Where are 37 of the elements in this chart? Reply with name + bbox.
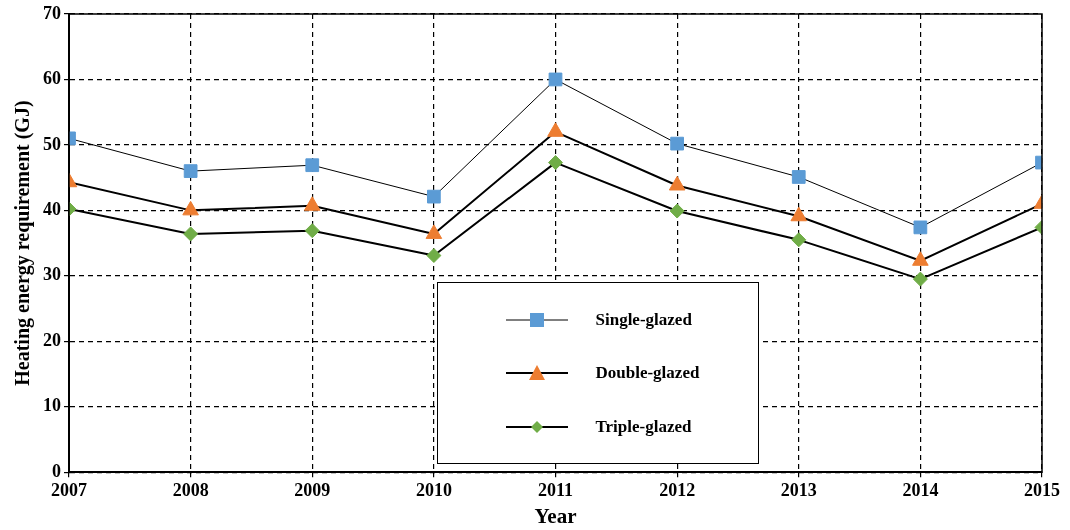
x-tick-label: 2011 <box>537 479 574 500</box>
x-tick-label: 2007 <box>51 479 87 500</box>
x-tick-label: 2012 <box>659 479 696 500</box>
point <box>305 158 320 173</box>
point <box>548 155 563 171</box>
point <box>668 176 686 191</box>
legend-label: Double-glazed <box>595 363 700 384</box>
y-tick-label: 20 <box>43 329 61 350</box>
point <box>791 170 806 184</box>
point <box>183 226 199 242</box>
point <box>183 164 198 178</box>
x-tick-label: 2015 <box>1024 479 1060 500</box>
y-tick-label: 50 <box>43 133 61 154</box>
point <box>426 248 442 264</box>
y-axis-title: Heating energy requirement (GJ) <box>11 100 35 386</box>
legend-label: Triple-glazed <box>595 416 692 437</box>
x-axis-title: Year <box>534 503 577 528</box>
point <box>427 189 441 204</box>
y-tick-label: 60 <box>43 68 61 89</box>
y-tick-label: 40 <box>43 199 61 220</box>
x-tick-label: 2009 <box>294 479 331 500</box>
x-tick-label: 2010 <box>415 479 452 500</box>
point <box>548 72 563 87</box>
point <box>304 223 320 239</box>
y-tick-label: 0 <box>52 460 61 481</box>
point <box>791 232 807 248</box>
x-tick-label: 2008 <box>172 479 209 500</box>
y-tick-label: 30 <box>43 264 61 285</box>
point <box>912 271 928 287</box>
y-tick-label: 10 <box>43 395 61 416</box>
legend-label: Single-glazed <box>595 309 692 330</box>
point <box>670 136 684 151</box>
point <box>913 220 928 235</box>
y-tick-label: 70 <box>43 2 61 23</box>
x-tick-label: 2013 <box>780 479 817 500</box>
point <box>669 203 685 219</box>
x-tick-label: 2014 <box>902 479 939 500</box>
